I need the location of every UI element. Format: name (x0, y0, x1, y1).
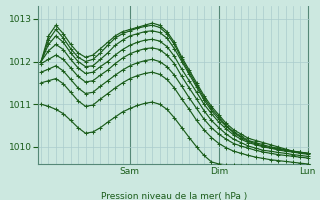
Text: Sam: Sam (120, 167, 140, 176)
Text: Pression niveau de la mer( hPa ): Pression niveau de la mer( hPa ) (101, 192, 248, 200)
Text: Dim: Dim (210, 167, 228, 176)
Text: Lun: Lun (300, 167, 316, 176)
